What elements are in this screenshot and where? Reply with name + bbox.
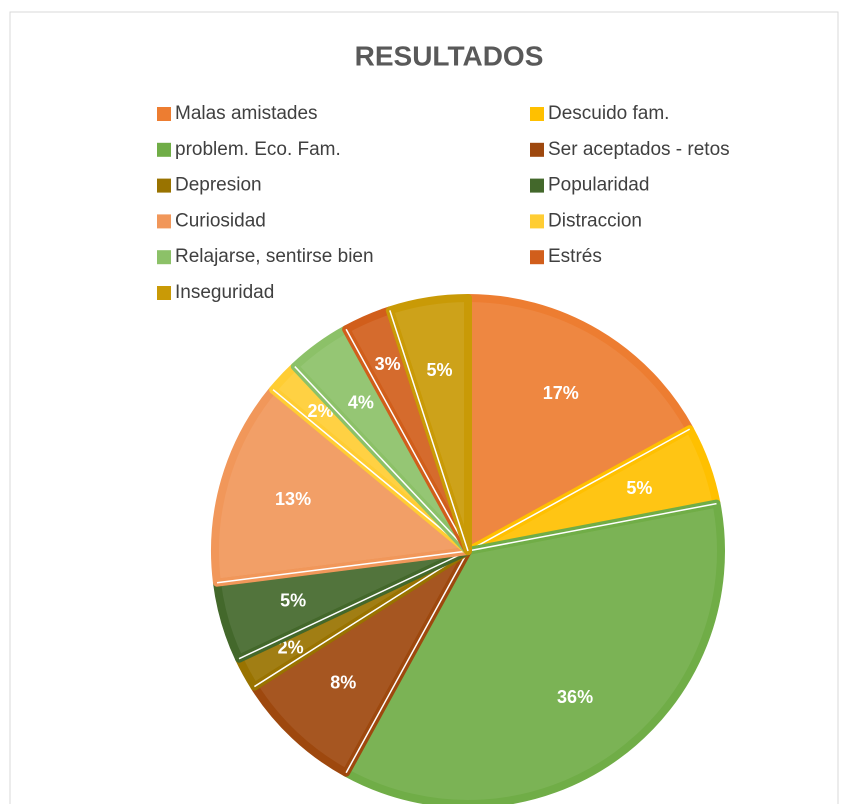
data-label: 5%	[626, 478, 652, 498]
slice-edge	[253, 550, 469, 688]
legend-label: Malas amistades	[175, 103, 318, 124]
slice-edge	[294, 366, 469, 552]
data-label: 5%	[280, 591, 306, 611]
legend-swatch	[530, 250, 544, 265]
slice-edge	[389, 310, 469, 552]
data-label: 8%	[330, 673, 356, 693]
data-label: 5%	[426, 360, 452, 380]
slice-edge	[345, 328, 469, 552]
data-label: 36%	[557, 687, 593, 707]
legend-label: Estrés	[548, 246, 602, 267]
pie-slice	[211, 385, 472, 587]
legend-label: problem. Eco. Fam.	[175, 139, 341, 160]
legend-swatch	[157, 250, 171, 265]
chart-title: RESULTADOS	[355, 40, 544, 71]
slice-edge	[216, 550, 469, 584]
legend-swatch	[530, 214, 544, 229]
data-label: 13%	[275, 489, 311, 509]
slice-edge	[238, 550, 469, 660]
slice-edge	[467, 502, 717, 552]
legend-label: Depresion	[175, 175, 262, 196]
legend-swatch	[157, 142, 171, 157]
data-label: 3%	[375, 354, 401, 374]
legend-swatch	[157, 214, 171, 229]
legend-label: Relajarse, sentirse bien	[175, 246, 374, 267]
pie-slice	[342, 499, 725, 804]
legend-label: Curiosidad	[175, 210, 266, 231]
legend-label: Popularidad	[548, 175, 649, 196]
slice-edge	[272, 389, 469, 552]
data-label: 4%	[348, 392, 374, 412]
legend-swatch	[157, 286, 171, 300]
data-label: 2%	[278, 637, 304, 657]
legend-swatch	[530, 142, 544, 157]
legend-swatch	[530, 178, 544, 193]
data-label: 17%	[543, 383, 579, 403]
legend-label: Descuido fam.	[548, 103, 669, 124]
legend-swatch	[530, 107, 544, 121]
legend-swatch	[157, 107, 171, 121]
pie-slice	[464, 294, 694, 555]
legend-label: Inseguridad	[175, 282, 274, 303]
slice-edge	[345, 550, 469, 774]
slice-edge	[467, 428, 691, 552]
legend-swatch	[157, 178, 171, 193]
pie-slice	[250, 547, 472, 777]
legend-label: Ser aceptados - retos	[548, 139, 730, 160]
legend-label: Distraccion	[548, 210, 642, 231]
